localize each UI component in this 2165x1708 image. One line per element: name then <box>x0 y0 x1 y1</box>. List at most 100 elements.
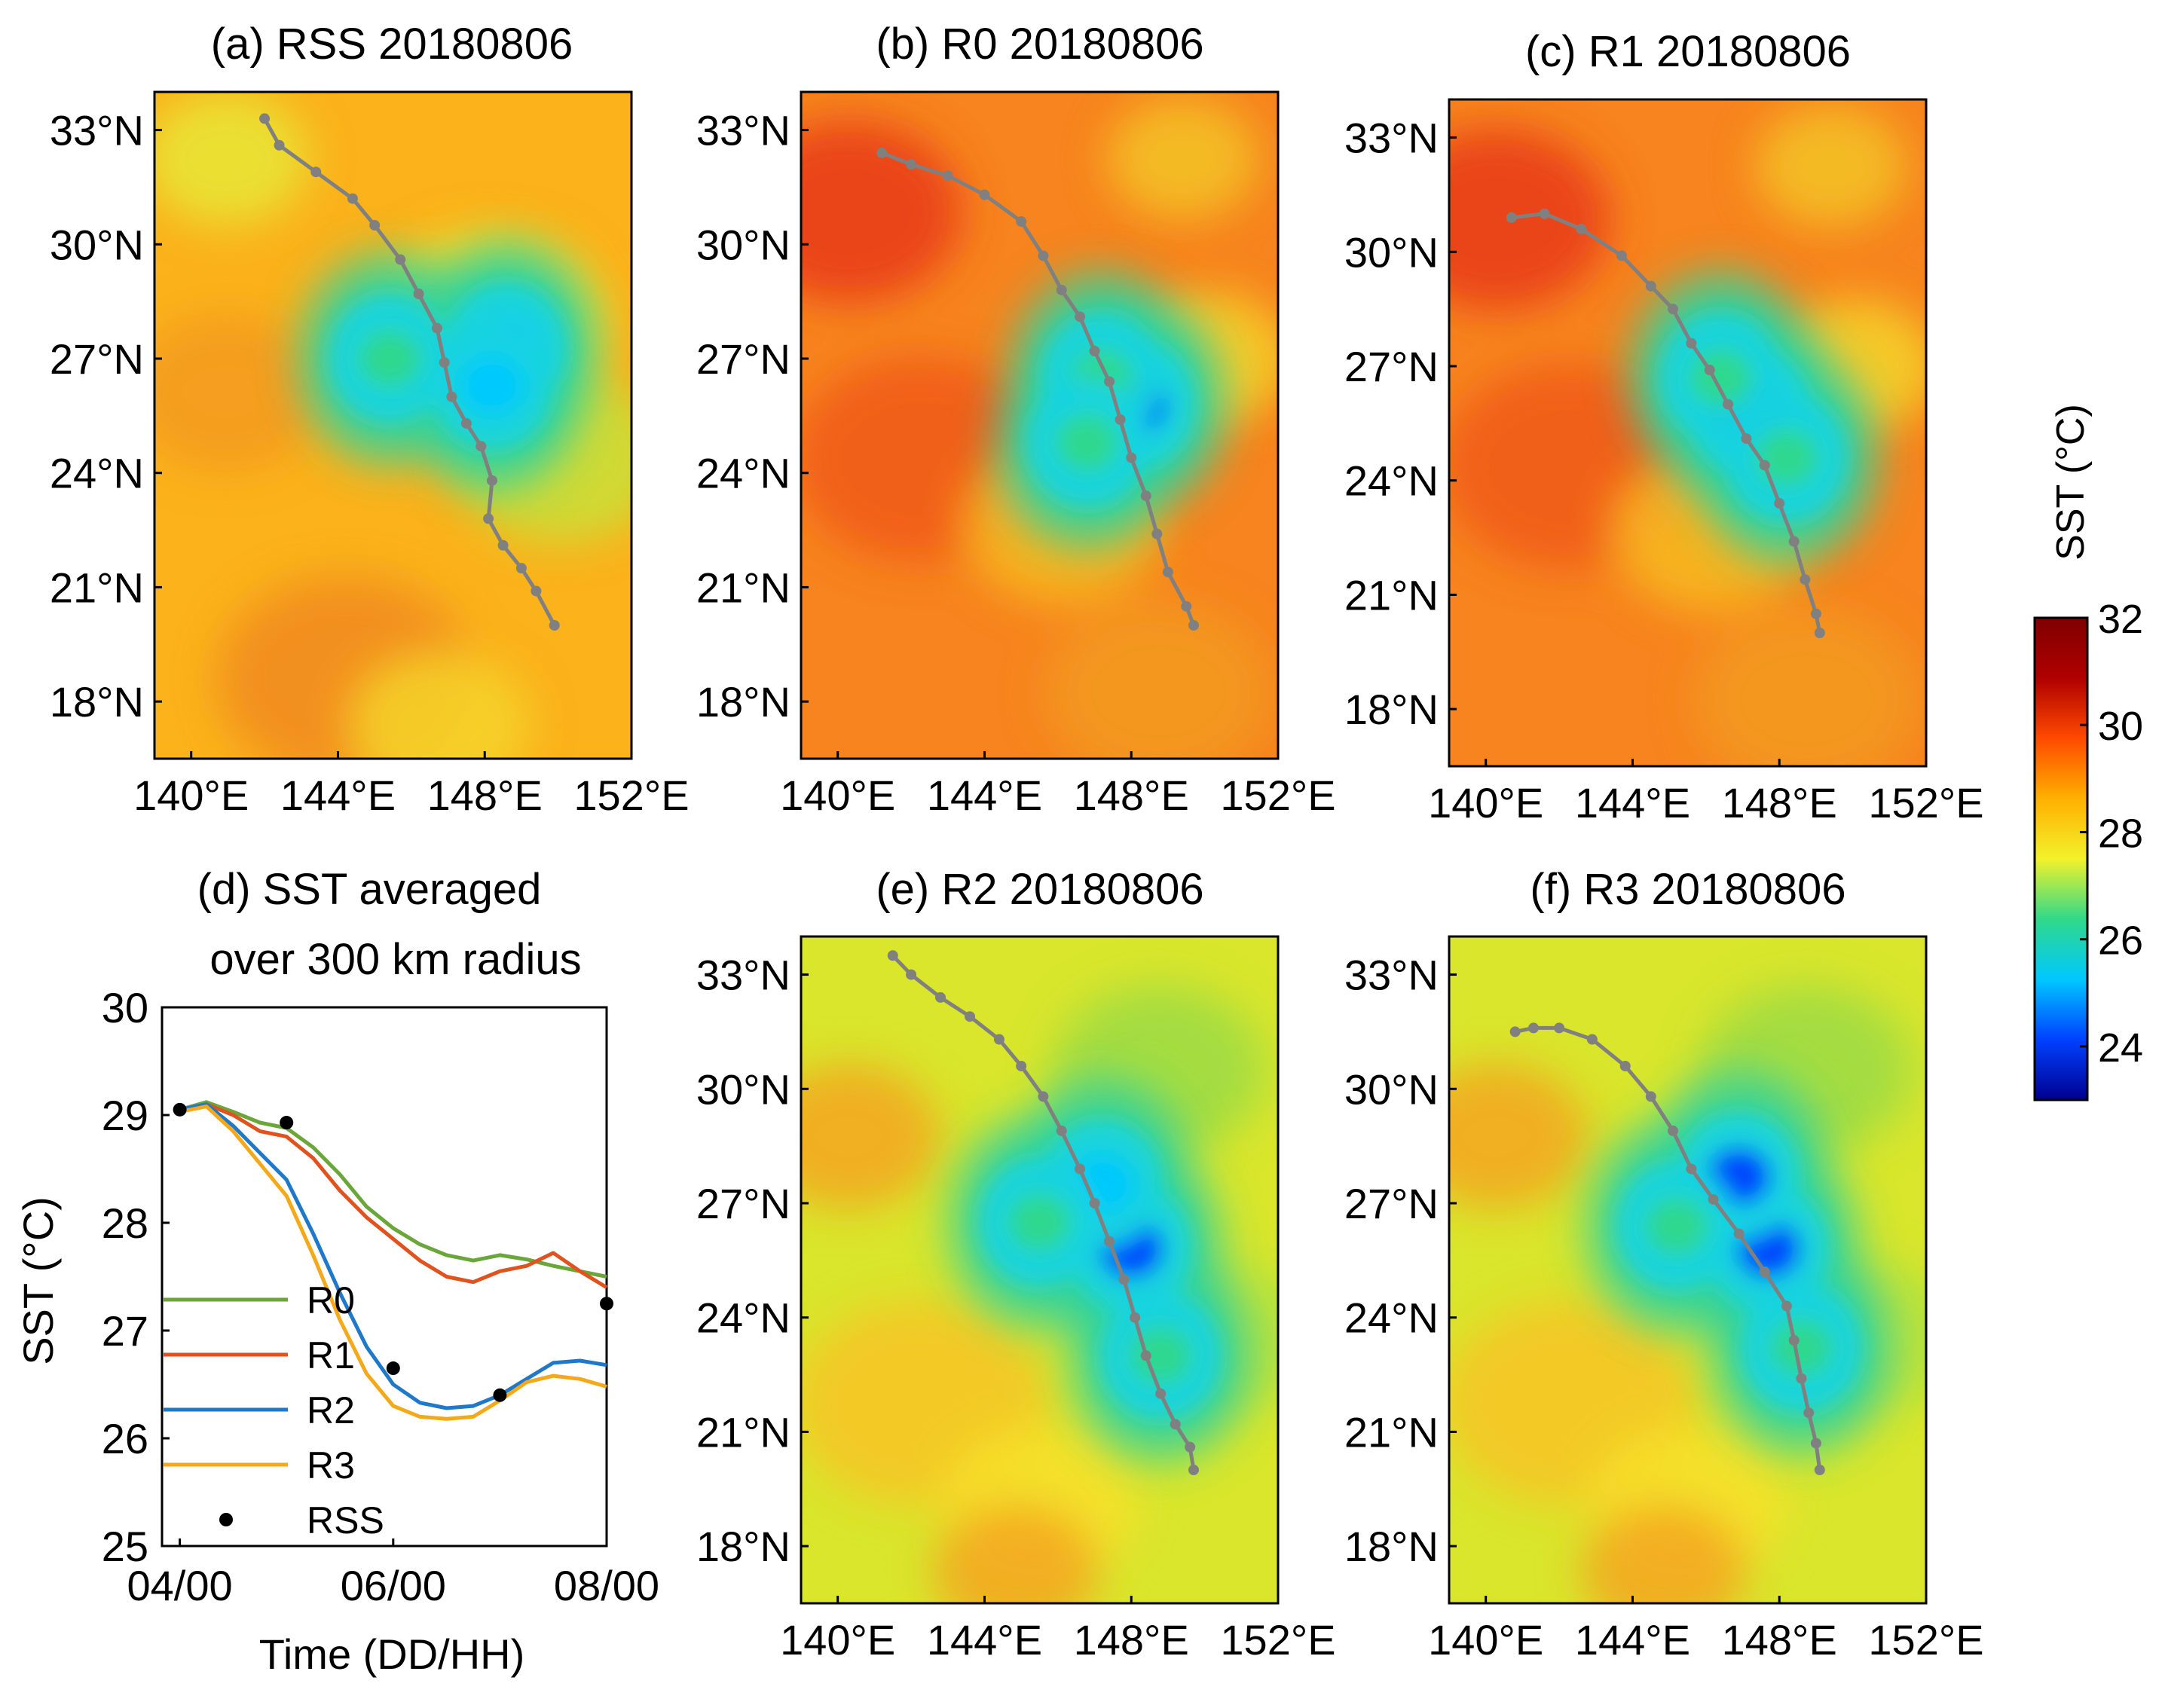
colorbar-tick-label: 24 <box>2098 1025 2143 1071</box>
lat-tick-label: 24°N <box>1344 457 1439 505</box>
track-point <box>1814 628 1825 638</box>
rss-point <box>386 1361 400 1376</box>
sst-patch <box>1755 105 1907 227</box>
track-point <box>1056 284 1067 295</box>
track-point <box>906 969 917 980</box>
cold-wake-cores <box>1616 1112 1862 1413</box>
track-point <box>1759 1266 1770 1278</box>
cold-core <box>1008 1193 1072 1251</box>
track-point <box>1162 567 1173 578</box>
lat-tick-label: 21°N <box>696 1408 790 1456</box>
legend-marker-rss <box>219 1513 233 1526</box>
colorbar-tick-label: 28 <box>2098 811 2143 856</box>
cold-wake <box>298 241 598 491</box>
lat-tick-label: 21°N <box>50 564 144 611</box>
lon-tick-label: 140°E <box>780 772 895 819</box>
track-point <box>1619 1060 1631 1071</box>
track-point <box>1170 1419 1181 1430</box>
lat-tick-label: 24°N <box>696 1294 790 1342</box>
series-line-r3 <box>179 1105 607 1421</box>
lat-tick-label: 27°N <box>50 335 144 383</box>
track-line <box>1511 212 1822 634</box>
track-point <box>1140 490 1151 502</box>
lat-tick-label: 27°N <box>1344 343 1439 390</box>
sst-patch <box>350 652 531 759</box>
track-point <box>1509 1026 1521 1037</box>
track-point <box>1140 1350 1151 1361</box>
track-point <box>1586 1034 1598 1045</box>
map-panel-f: (f) R3 20180806 33°N 30°N 27°N 24°N 21°N 18°N… <box>1344 865 1984 1664</box>
series-line-r2 <box>179 1102 607 1410</box>
track-point <box>369 220 381 231</box>
colorbar-label: SST (°C) <box>2049 404 2093 561</box>
lon-tick-label: 148°E <box>427 772 543 819</box>
track-point <box>1576 223 1587 234</box>
legend-label: R2 <box>307 1389 355 1431</box>
chart-title-line2: over 300 km radius <box>209 935 581 984</box>
cold-core <box>1754 429 1818 487</box>
lat-tick-label: 33°N <box>50 107 144 154</box>
cold-wake-cores <box>329 283 567 450</box>
lon-tick-label: 152°E <box>1868 779 1983 827</box>
series-line-r1 <box>179 1102 608 1289</box>
track-point <box>993 1034 1005 1045</box>
cold-core <box>1689 349 1753 407</box>
track-point <box>1075 1163 1086 1175</box>
track-point <box>1115 414 1126 425</box>
y-tick-label: 25 <box>102 1523 148 1570</box>
lat-tick-label: 21°N <box>1344 571 1439 619</box>
cold-core <box>1055 414 1119 472</box>
track-point <box>979 189 990 200</box>
lon-tick-label: 152°E <box>1220 772 1335 819</box>
track-point <box>1774 498 1785 509</box>
track-point <box>1155 1388 1167 1399</box>
map-title-a: (a) RSS 20180806 <box>211 20 573 69</box>
track-point <box>549 620 560 631</box>
track-point <box>431 322 442 334</box>
track-point <box>1118 1274 1130 1285</box>
track-point <box>1810 608 1821 619</box>
lon-tick-label: 152°E <box>573 772 689 819</box>
lat-tick-label: 27°N <box>1344 1180 1439 1227</box>
chart-x-axis-label: Time (DD/HH) <box>259 1630 525 1678</box>
lat-tick-label: 18°N <box>1344 1523 1439 1570</box>
lat-tick-label: 30°N <box>50 221 144 268</box>
x-tick-label: 08/00 <box>554 1562 659 1609</box>
track-point <box>497 539 509 551</box>
lat-tick-label: 27°N <box>696 335 790 383</box>
lon-tick-label: 144°E <box>927 1616 1042 1664</box>
track-point <box>1089 345 1100 356</box>
map-title-e: (e) R2 20180806 <box>876 865 1203 914</box>
lon-tick-label: 140°E <box>133 772 249 819</box>
cold-core <box>1769 1319 1833 1377</box>
track-point <box>1704 365 1715 376</box>
y-tick-label: 27 <box>102 1307 148 1355</box>
track-point <box>1075 311 1086 322</box>
lat-tick-label: 24°N <box>696 450 790 497</box>
lat-tick-label: 24°N <box>50 450 144 497</box>
sst-patch <box>1580 1503 1747 1603</box>
map-panel-c: (c) R1 20180806 33°N 30°N 27°N 24°N 21°N 18°N… <box>1344 27 1984 827</box>
track-point <box>1686 338 1697 349</box>
x-tick-label: 04/00 <box>127 1562 233 1609</box>
track-point <box>1668 1125 1679 1136</box>
track-point <box>395 254 406 265</box>
map-title-c: (c) R1 20180806 <box>1525 27 1851 76</box>
sst-patch <box>154 313 324 471</box>
track-point <box>1810 1438 1821 1449</box>
lon-tick-label: 148°E <box>1722 1616 1837 1664</box>
track-point <box>515 563 527 574</box>
cold-core <box>460 356 524 414</box>
cold-core <box>1129 1327 1193 1385</box>
sst-patch <box>1693 609 1920 766</box>
lon-tick-label: 144°E <box>280 772 396 819</box>
track-point <box>1723 399 1734 410</box>
track-point <box>1668 304 1679 315</box>
chart-frame <box>161 1006 608 1548</box>
map-panel-b: (b) R0 20180806 33°N 30°N 27°N 24°N 21°N 18°N… <box>696 20 1336 819</box>
track-point <box>964 1011 975 1022</box>
lon-tick-label: 144°E <box>1575 1616 1690 1664</box>
track-point <box>1527 1022 1539 1034</box>
track-point <box>1616 250 1627 261</box>
track-point <box>310 167 322 178</box>
